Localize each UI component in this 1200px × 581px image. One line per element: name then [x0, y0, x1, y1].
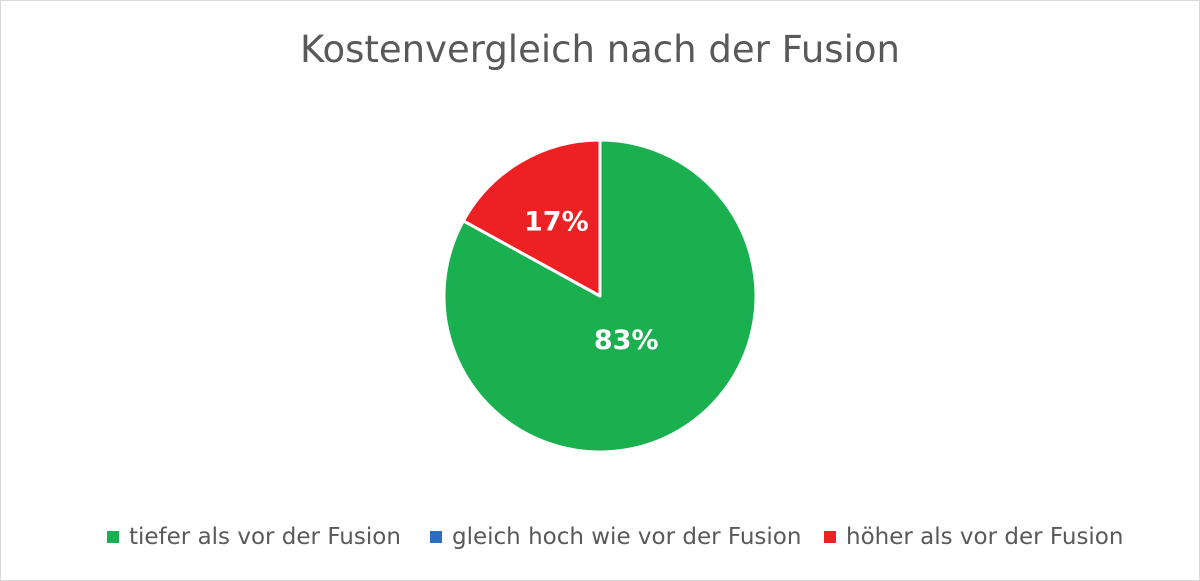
legend-item-hoeher: höher als vor der Fusion [824, 522, 1123, 552]
legend-label-tiefer: tiefer als vor der Fusion [129, 524, 401, 550]
legend-swatch-tiefer [107, 531, 119, 543]
chart-title: Kostenvergleich nach der Fusion [300, 28, 900, 71]
pie-slice-2 [461, 138, 602, 298]
legend-swatch-hoeher [824, 531, 836, 543]
data-label-2: 17% [524, 207, 589, 238]
legend-label-hoeher: höher als vor der Fusion [846, 524, 1124, 550]
legend-item-tiefer: tiefer als vor der Fusion [107, 522, 401, 552]
legend-item-gleich: gleich hoch wie vor der Fusion [430, 522, 801, 552]
legend-swatch-gleich [430, 531, 442, 543]
legend: tiefer als vor der Fusion gleich hoch wi… [0, 522, 1200, 552]
legend-label-gleich: gleich hoch wie vor der Fusion [452, 524, 802, 550]
data-label-0: 83% [594, 325, 659, 356]
